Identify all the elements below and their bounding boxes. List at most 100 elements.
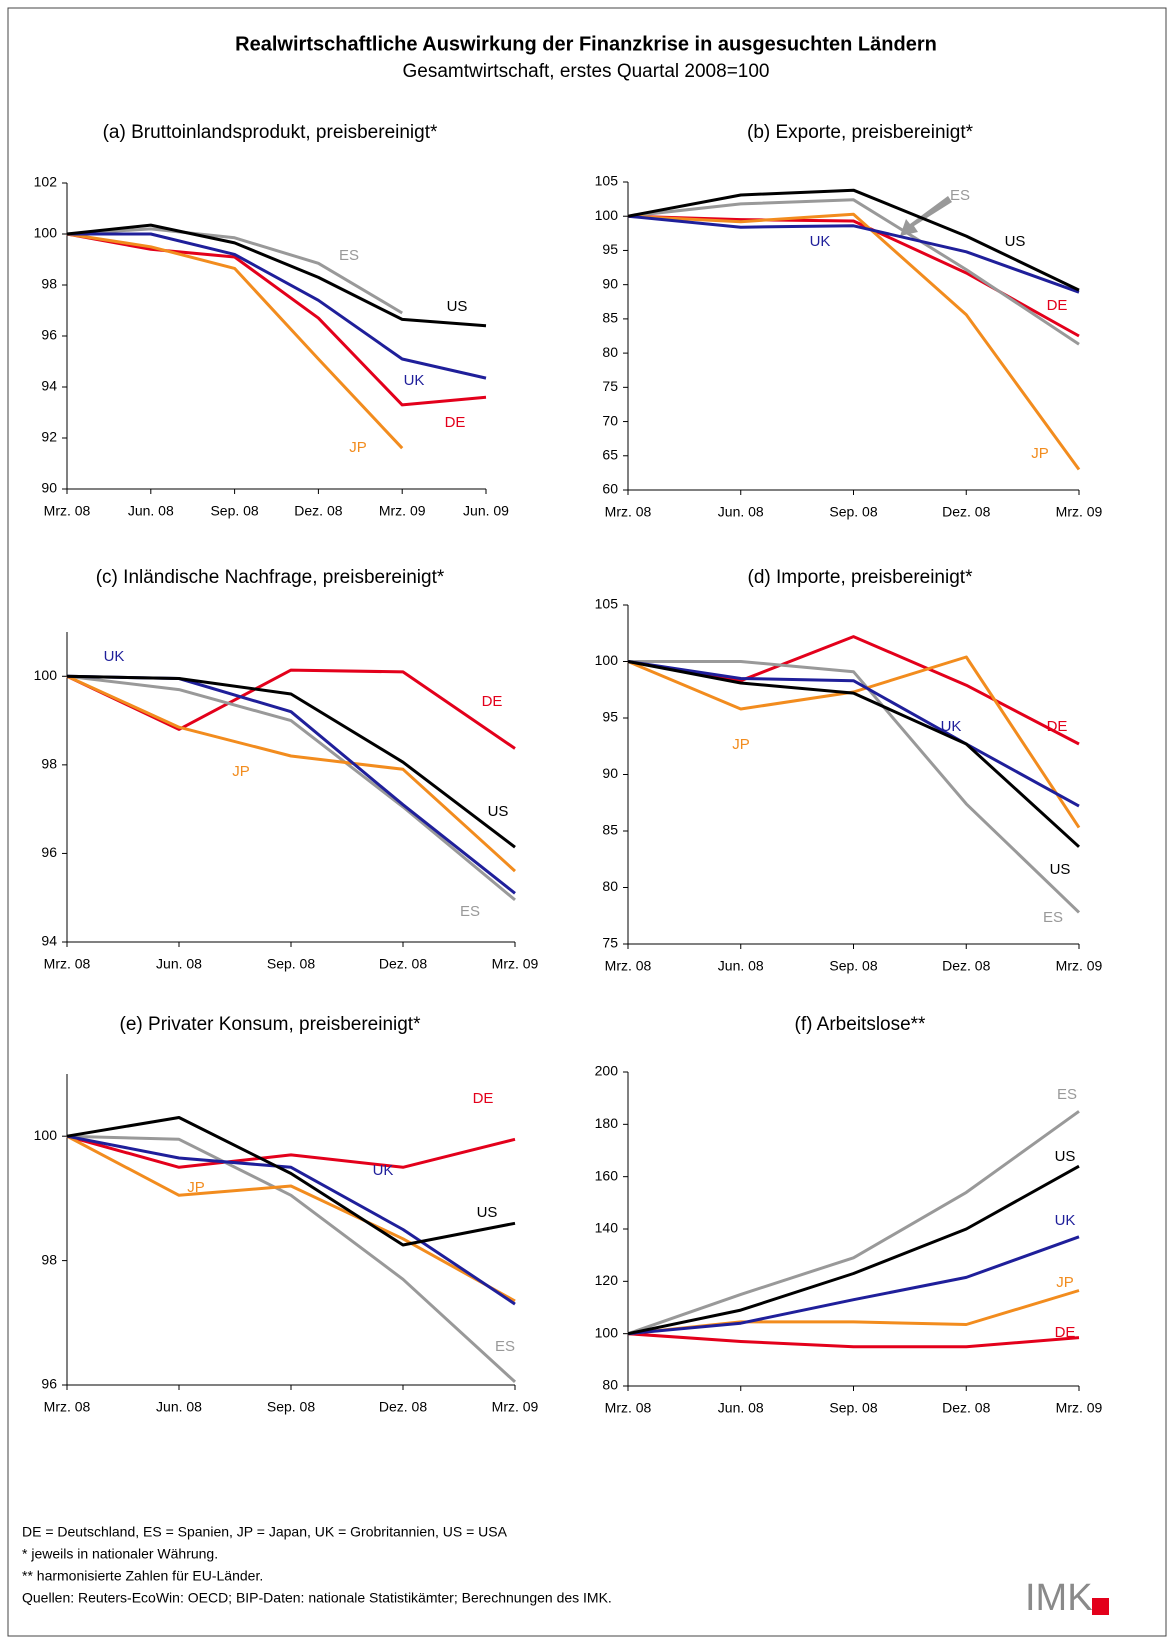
series-line: [627, 198, 1080, 346]
x-tick-label: Mrz. 09: [1056, 958, 1103, 974]
y-tick-label: 98: [41, 756, 57, 772]
note: Quellen: Reuters-EcoWin: OECD; BIP-Daten…: [22, 1590, 612, 1606]
series-label: JP: [1056, 1274, 1074, 1291]
y-tick-label: 140: [595, 1220, 619, 1236]
series-label: US: [1050, 861, 1071, 878]
x-tick-label: Sep. 08: [267, 956, 315, 972]
series-label: ES: [460, 903, 480, 920]
series-label: US: [477, 1204, 498, 1221]
series-label: JP: [1031, 445, 1049, 462]
y-tick-label: 80: [602, 1377, 618, 1393]
x-tick-label: Sep. 08: [267, 1399, 315, 1415]
note: DE = Deutschland, ES = Spanien, JP = Jap…: [22, 1524, 508, 1540]
series-line: [66, 674, 516, 849]
series-label: DE: [1047, 718, 1068, 735]
y-tick-label: 65: [602, 446, 618, 462]
x-tick-label: Jun. 08: [128, 503, 174, 519]
y-tick-label: 60: [602, 481, 618, 497]
note: ** harmonisierte Zahlen für EU-Länder.: [22, 1568, 263, 1584]
logo: IMK: [1025, 1577, 1093, 1619]
x-tick-label: Sep. 08: [829, 1400, 877, 1416]
series-label: DE: [482, 693, 503, 710]
series-label: UK: [373, 1162, 394, 1179]
y-tick-label: 180: [595, 1115, 619, 1131]
series-label: ES: [339, 247, 359, 264]
series-label: US: [447, 298, 468, 315]
x-tick-label: Jun. 08: [156, 1399, 202, 1415]
y-tick-label: 75: [602, 378, 618, 394]
x-tick-label: Mrz. 09: [492, 1399, 539, 1415]
series-label: UK: [104, 648, 125, 665]
series-line: [66, 1116, 516, 1247]
y-tick-label: 90: [41, 480, 57, 496]
x-tick-label: Jun. 08: [156, 956, 202, 972]
series-label: US: [488, 803, 509, 820]
series-label: DE: [1055, 1324, 1076, 1341]
series-line: [627, 655, 1081, 829]
series-line: [66, 1134, 516, 1169]
series-line: [627, 1235, 1080, 1336]
series-label: JP: [232, 763, 250, 780]
series-label: ES: [495, 1338, 515, 1355]
series-line: [66, 668, 516, 750]
y-tick-label: 120: [595, 1272, 619, 1288]
series-line: [627, 1164, 1080, 1336]
series-line: [66, 232, 404, 450]
y-tick-label: 96: [41, 327, 57, 343]
series-label: US: [1055, 1148, 1076, 1165]
frame: [7, 7, 1167, 1637]
y-tick-label: 70: [602, 412, 618, 428]
y-tick-label: 102: [34, 174, 58, 190]
series-line: [66, 227, 403, 315]
y-tick-label: 92: [41, 429, 57, 445]
chart-title: (c) Inländische Nachfrage, preisbereinig…: [96, 567, 445, 588]
series-line: [66, 1134, 517, 1384]
y-tick-label: 94: [41, 933, 57, 949]
x-tick-label: Mrz. 08: [44, 1399, 91, 1415]
y-tick-label: 95: [602, 241, 618, 257]
x-tick-label: Mrz. 09: [379, 503, 426, 519]
y-tick-label: 100: [595, 1324, 619, 1340]
series-line: [627, 188, 1080, 292]
y-tick-label: 85: [602, 822, 618, 838]
x-tick-label: Dez. 08: [942, 1400, 990, 1416]
series-line: [66, 1134, 516, 1306]
y-tick-label: 200: [595, 1063, 619, 1079]
x-tick-label: Sep. 08: [210, 503, 258, 519]
series-line: [627, 1332, 1080, 1349]
note: * jeweils in nationaler Währung.: [22, 1546, 218, 1562]
y-tick-label: 105: [595, 596, 619, 612]
y-tick-label: 100: [595, 207, 619, 223]
y-tick-label: 160: [595, 1167, 619, 1183]
y-tick-label: 100: [34, 1127, 58, 1143]
series-line: [66, 1134, 516, 1303]
x-tick-label: Dez. 08: [942, 504, 990, 520]
chart-title: (b) Exporte, preisbereinigt*: [747, 122, 974, 143]
logo-square: [1092, 1598, 1109, 1615]
y-tick-label: 96: [41, 844, 57, 860]
series-line: [66, 223, 487, 328]
x-tick-label: Jun. 08: [718, 1400, 764, 1416]
y-tick-label: 100: [34, 667, 58, 683]
series-label: JP: [732, 736, 750, 753]
series-line: [627, 214, 1080, 294]
x-tick-label: Mrz. 09: [1056, 1400, 1103, 1416]
x-tick-label: Dez. 08: [379, 1399, 427, 1415]
x-tick-label: Dez. 08: [294, 503, 342, 519]
y-tick-label: 85: [602, 310, 618, 326]
series-label: UK: [941, 718, 962, 735]
chart-title: (f) Arbeitslose**: [795, 1014, 927, 1035]
x-tick-label: Dez. 08: [942, 958, 990, 974]
series-label: ES: [950, 187, 970, 204]
series-label: JP: [187, 1179, 205, 1196]
y-tick-label: 75: [602, 935, 618, 951]
y-tick-label: 96: [41, 1376, 57, 1392]
series-label: DE: [445, 414, 466, 431]
label-arrow: [900, 196, 952, 236]
x-tick-label: Mrz. 08: [605, 1400, 652, 1416]
x-tick-label: Jun. 09: [463, 503, 509, 519]
x-tick-label: Mrz. 08: [605, 504, 652, 520]
series-line: [627, 1110, 1080, 1336]
chart-title: (d) Importe, preisbereinigt*: [748, 567, 974, 588]
